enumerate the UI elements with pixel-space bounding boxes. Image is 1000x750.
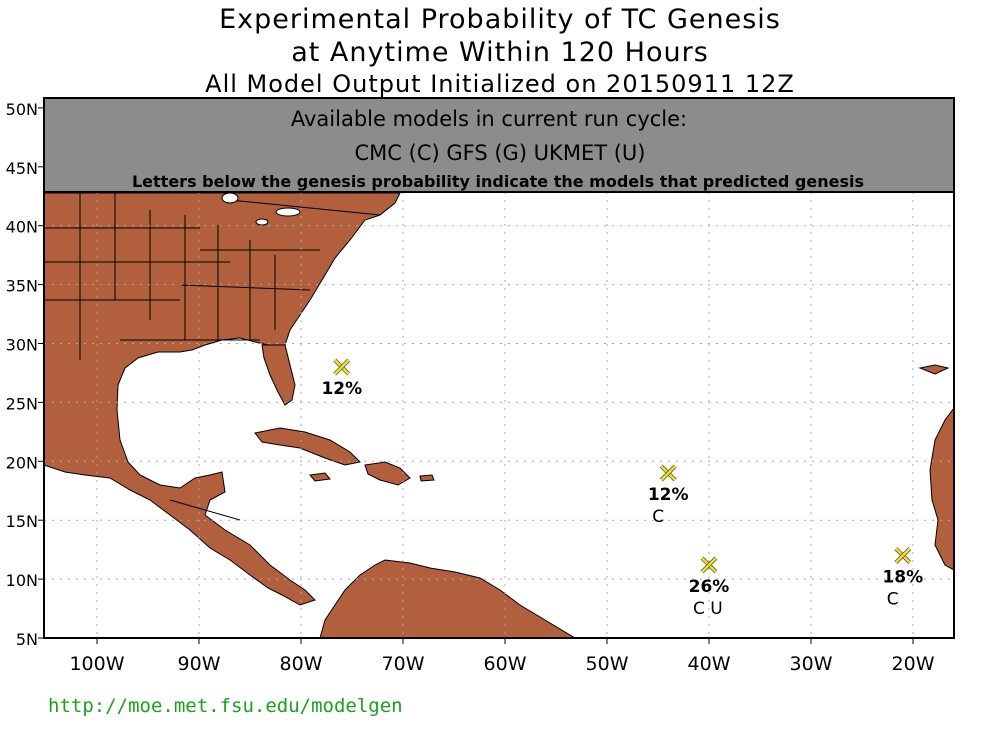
lat-label: 5N	[16, 630, 38, 649]
title-line-1: Experimental Probability of TC Genesis	[219, 4, 781, 35]
banner-line-3: Letters below the genesis probability in…	[132, 172, 864, 191]
lon-label: 80W	[280, 653, 323, 675]
land-jamaica	[309, 472, 331, 482]
x-mark-icon	[660, 465, 677, 481]
lat-label: 20N	[6, 453, 38, 472]
land-north-america	[43, 192, 401, 606]
x-mark-icon	[333, 359, 350, 375]
land-florida	[261, 344, 296, 406]
genesis-models: C	[652, 507, 664, 527]
x-mark-icon	[701, 557, 717, 573]
genesis-probability: 18%	[882, 568, 923, 588]
lat-label: 30N	[6, 336, 38, 355]
land-cuba	[254, 427, 362, 466]
banner-line-1: Available models in current run cycle:	[291, 107, 687, 131]
longitude-labels: 100W 90W 80W 70W 60W 50W 40W 30W 20W	[69, 638, 935, 675]
x-mark-icon	[894, 547, 911, 564]
land-puerto-rico	[419, 474, 435, 482]
lon-label: 20W	[892, 653, 935, 675]
genesis-probability: 12%	[648, 485, 689, 505]
lat-label: 45N	[6, 159, 38, 178]
genesis-markers: 12%12%C26%C U18%C	[321, 358, 923, 619]
lat-label: 15N	[6, 512, 38, 531]
lon-label: 40W	[688, 653, 731, 675]
genesis-models: C U	[693, 599, 723, 619]
genesis-marker: 12%C	[648, 464, 689, 527]
great-lakes	[221, 192, 301, 226]
genesis-marker: 26%C U	[689, 556, 730, 619]
lat-label: 10N	[6, 571, 38, 590]
lon-label: 60W	[484, 653, 527, 675]
genesis-models: C	[887, 590, 899, 610]
title-line-3: All Model Output Initialized on 20150911…	[205, 70, 795, 98]
title-line-2: at Anytime Within 120 Hours	[291, 37, 709, 68]
genesis-marker: 12%	[321, 358, 362, 399]
lon-label: 30W	[790, 653, 833, 675]
genesis-probability: 12%	[321, 379, 362, 399]
lon-label: 50W	[586, 653, 629, 675]
land-canary	[918, 364, 950, 375]
banner-line-2: CMC (C) GFS (G) UKMET (U)	[355, 141, 646, 165]
lat-label: 50N	[6, 100, 38, 119]
lat-label: 35N	[6, 277, 38, 296]
models-banner	[44, 98, 954, 192]
latitude-labels: 50N 45N 40N 35N 30N 25N 20N 15N 10N 5N	[6, 100, 44, 649]
genesis-probability: 26%	[689, 577, 730, 597]
lat-label: 40N	[6, 218, 38, 237]
source-url[interactable]: http://moe.met.fsu.edu/modelgen	[48, 695, 403, 717]
lon-label: 90W	[178, 653, 221, 675]
genesis-marker: 18%C	[882, 547, 923, 610]
land-africa	[929, 406, 955, 571]
land-hispaniola	[364, 461, 411, 486]
map-frame	[43, 97, 955, 639]
political-boundaries	[44, 193, 381, 521]
lat-label: 25N	[6, 394, 38, 413]
land-masses	[43, 192, 955, 639]
lon-label: 70W	[382, 653, 425, 675]
lon-label: 100W	[69, 653, 124, 675]
land-south-america	[319, 559, 577, 639]
